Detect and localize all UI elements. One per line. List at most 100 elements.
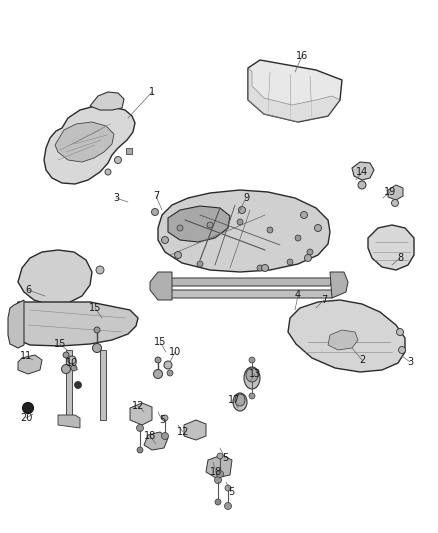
- Polygon shape: [100, 350, 106, 420]
- Circle shape: [358, 181, 366, 189]
- Circle shape: [257, 265, 263, 271]
- Text: 12: 12: [132, 401, 144, 411]
- Polygon shape: [206, 455, 232, 478]
- Text: 17: 17: [228, 395, 240, 405]
- Text: 5: 5: [222, 453, 228, 463]
- Polygon shape: [44, 106, 135, 184]
- Circle shape: [215, 499, 221, 505]
- Text: 20: 20: [20, 413, 32, 423]
- Polygon shape: [168, 206, 230, 242]
- Polygon shape: [248, 60, 342, 122]
- Circle shape: [162, 432, 169, 440]
- Circle shape: [295, 235, 301, 241]
- Circle shape: [300, 212, 307, 219]
- Circle shape: [153, 369, 162, 378]
- Polygon shape: [330, 272, 348, 298]
- Text: 8: 8: [397, 253, 403, 263]
- Circle shape: [152, 208, 159, 215]
- Circle shape: [162, 237, 169, 244]
- Circle shape: [207, 222, 213, 228]
- Text: 9: 9: [243, 193, 249, 203]
- Polygon shape: [328, 330, 358, 350]
- Text: 13: 13: [249, 369, 261, 379]
- Circle shape: [225, 485, 231, 491]
- Polygon shape: [248, 68, 340, 122]
- Polygon shape: [170, 290, 334, 298]
- Circle shape: [74, 382, 81, 389]
- Polygon shape: [158, 190, 330, 272]
- Circle shape: [94, 327, 100, 333]
- Text: 1: 1: [149, 87, 155, 97]
- Circle shape: [197, 261, 203, 267]
- Ellipse shape: [233, 393, 247, 411]
- Ellipse shape: [235, 394, 245, 406]
- Polygon shape: [14, 302, 138, 346]
- Text: 12: 12: [177, 427, 189, 437]
- Polygon shape: [150, 272, 172, 300]
- Circle shape: [249, 393, 255, 399]
- Circle shape: [105, 169, 111, 175]
- Circle shape: [114, 157, 121, 164]
- Text: 11: 11: [20, 351, 32, 361]
- Text: 18: 18: [210, 467, 222, 477]
- Circle shape: [167, 370, 173, 376]
- Polygon shape: [18, 355, 42, 374]
- Circle shape: [392, 199, 399, 206]
- Text: 10: 10: [66, 358, 78, 368]
- Polygon shape: [130, 403, 152, 425]
- Polygon shape: [90, 92, 124, 110]
- Polygon shape: [288, 300, 405, 372]
- Circle shape: [216, 471, 223, 478]
- Polygon shape: [8, 300, 24, 348]
- Text: 3: 3: [113, 193, 119, 203]
- Polygon shape: [352, 162, 374, 180]
- Circle shape: [314, 224, 321, 231]
- Text: 19: 19: [384, 187, 396, 197]
- Circle shape: [71, 365, 77, 371]
- Circle shape: [92, 343, 102, 352]
- Text: 15: 15: [154, 337, 166, 347]
- Circle shape: [68, 356, 76, 364]
- Circle shape: [174, 252, 181, 259]
- Circle shape: [137, 424, 144, 432]
- Circle shape: [267, 227, 273, 233]
- Text: 15: 15: [89, 303, 101, 313]
- Polygon shape: [58, 415, 80, 428]
- Ellipse shape: [246, 368, 258, 382]
- Polygon shape: [18, 250, 92, 305]
- Circle shape: [261, 264, 268, 271]
- Circle shape: [61, 365, 71, 374]
- Polygon shape: [66, 350, 72, 415]
- Circle shape: [155, 357, 161, 363]
- Circle shape: [177, 225, 183, 231]
- Circle shape: [237, 219, 243, 225]
- Text: 6: 6: [25, 285, 31, 295]
- Circle shape: [162, 415, 168, 421]
- Text: 14: 14: [356, 167, 368, 177]
- Circle shape: [217, 453, 223, 459]
- Text: 5: 5: [159, 415, 165, 425]
- Circle shape: [399, 346, 406, 353]
- Polygon shape: [165, 278, 332, 286]
- Polygon shape: [55, 122, 114, 162]
- Circle shape: [307, 249, 313, 255]
- Text: 10: 10: [169, 347, 181, 357]
- Text: 7: 7: [153, 191, 159, 201]
- Polygon shape: [388, 185, 403, 200]
- Text: 18: 18: [144, 431, 156, 441]
- Circle shape: [304, 254, 311, 262]
- Polygon shape: [126, 148, 132, 154]
- Text: 7: 7: [321, 295, 327, 305]
- Text: 2: 2: [359, 355, 365, 365]
- Polygon shape: [368, 225, 414, 270]
- Circle shape: [225, 503, 232, 510]
- Polygon shape: [184, 420, 206, 440]
- Text: 3: 3: [407, 357, 413, 367]
- Text: 5: 5: [228, 487, 234, 497]
- Text: 15: 15: [54, 339, 66, 349]
- Circle shape: [215, 477, 222, 483]
- Circle shape: [249, 357, 255, 363]
- Circle shape: [63, 352, 69, 358]
- Circle shape: [287, 259, 293, 265]
- Circle shape: [22, 402, 33, 414]
